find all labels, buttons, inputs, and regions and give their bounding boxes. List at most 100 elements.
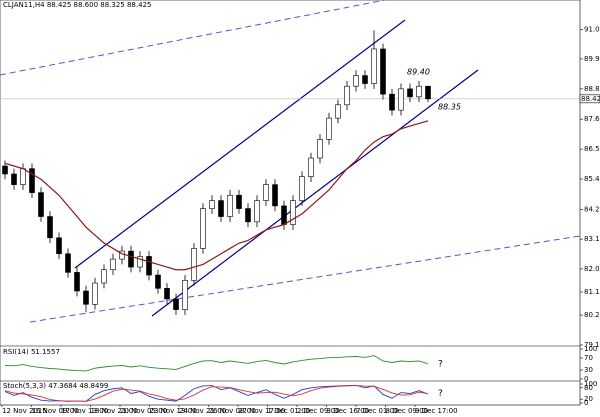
candle-body (47, 216, 53, 239)
y-tick-label: 0 (584, 375, 588, 383)
x-tick-label: 1 Dec 01:00 (268, 407, 311, 415)
candle-body (20, 168, 26, 185)
x-tick-label: 16 Nov 09:00 (32, 407, 79, 415)
y-tick-label: 100 (584, 380, 597, 388)
candle-body (155, 274, 161, 289)
candle-body (137, 256, 143, 268)
candle-body (227, 194, 233, 217)
moving-average (4, 120, 429, 271)
candle-body (425, 85, 431, 100)
y-tick-label: 100 (584, 345, 597, 353)
y-tick-label: 80.295 (584, 311, 600, 319)
chart-title: CLJAN11,H4 88.425 88.600 88.325 88.425 (3, 1, 151, 9)
y-tick-label: 87.660 (584, 115, 600, 123)
x-tick-label: 24 Nov 21:00 (179, 407, 226, 415)
candle-body (317, 139, 323, 159)
candle-body (362, 75, 368, 84)
candle-body (101, 269, 107, 284)
x-tick-label: 18 Nov 21:00 (91, 407, 138, 415)
candle-body (299, 176, 305, 201)
candle-body (200, 208, 206, 249)
candle-body (2, 165, 8, 175)
y-tick-label: 86.535 (584, 145, 600, 153)
candle-body (74, 272, 80, 292)
x-tick-label: 23 Nov 13:00 (150, 407, 197, 415)
y-tick-label: 89.925 (584, 55, 600, 63)
candle-body (407, 88, 413, 98)
x-tick-label: 17 Nov 13:00 (61, 407, 108, 415)
trend-line (0, 0, 386, 76)
candle-body (371, 48, 377, 84)
annotation: 89.40 (407, 68, 430, 77)
candle-body (281, 205, 287, 225)
y-tick-label: 80 (584, 384, 593, 392)
annotation: 88.35 (438, 103, 461, 112)
candle-body (92, 282, 98, 305)
candle-body (56, 237, 62, 255)
candle-body (110, 258, 116, 271)
y-tick-label: 30 (584, 366, 593, 374)
candle-body (254, 200, 260, 223)
candle-body (65, 253, 71, 273)
candle-body (38, 192, 44, 217)
channel-line (74, 19, 406, 269)
channel-line (151, 69, 479, 317)
price-tag (579, 94, 600, 104)
y-tick-label: 0 (584, 399, 588, 407)
candle-body (353, 75, 359, 87)
y-tick-label: 20 (584, 395, 593, 403)
plot-frame (0, 0, 581, 406)
y-tick-label: 79.170 (584, 341, 600, 349)
x-tick-label: 27 Nov 17:00 (238, 407, 285, 415)
candle-body (326, 117, 332, 140)
candle-body (164, 288, 170, 300)
y-tick-label: 81.165 (584, 288, 600, 296)
candle-body (290, 200, 296, 225)
x-tick-label: 12 Nov 2015 (2, 407, 47, 415)
candle-body (335, 104, 341, 119)
x-tick-label: 20 Nov 05:00 (120, 407, 167, 415)
candle-body (236, 194, 242, 209)
trend-line (29, 235, 581, 323)
candle-body (272, 184, 278, 207)
candle-body (308, 157, 314, 177)
y-tick-label: 88.800 (584, 85, 600, 93)
x-tick-label: 9 Dec 17:00 (415, 407, 458, 415)
candle-body (344, 85, 350, 106)
annotation: ? (438, 360, 443, 370)
candle-body (245, 208, 251, 223)
indicator-line (4, 355, 429, 372)
x-tick-label: 8 Dec 09:00 (386, 407, 429, 415)
x-tick-label: 7 Dec 01:00 (356, 407, 399, 415)
candle-body (146, 256, 152, 276)
y-tick-label: 83.150 (584, 235, 600, 243)
candle-body (191, 248, 197, 281)
y-tick-label: 85.410 (584, 175, 600, 183)
candle-body (83, 290, 89, 305)
candle-body (182, 280, 188, 310)
y-tick-label: 82.030 (584, 265, 600, 273)
candle-body (11, 173, 17, 185)
candle-body (173, 298, 179, 310)
candle-body (29, 168, 35, 193)
candle-body (389, 93, 395, 111)
panel-title: RSI(14) 51.1557 (3, 348, 60, 356)
candle-body (128, 250, 134, 268)
candle-body (263, 184, 269, 201)
candle-body (209, 200, 215, 209)
price-tag-label: 88.425 (581, 95, 600, 103)
x-tick-label: 2 Dec 09:00 (297, 407, 340, 415)
y-tick-label: 91.025 (584, 26, 600, 34)
panel-title: Stoch(5,3,3) 47.3684 48.8499 (3, 382, 108, 390)
candle-body (398, 88, 404, 111)
candle-body (416, 85, 422, 98)
x-tick-label: 26 Nov 08:00 (209, 407, 256, 415)
x-tick-label: 3 Dec 16:00 (327, 407, 370, 415)
y-tick-label: 84.270 (584, 205, 600, 213)
indicator-line (4, 385, 429, 402)
candle-body (218, 200, 224, 217)
annotation: ? (438, 389, 443, 399)
candle-body (380, 48, 386, 95)
y-tick-label: 70 (584, 354, 593, 362)
